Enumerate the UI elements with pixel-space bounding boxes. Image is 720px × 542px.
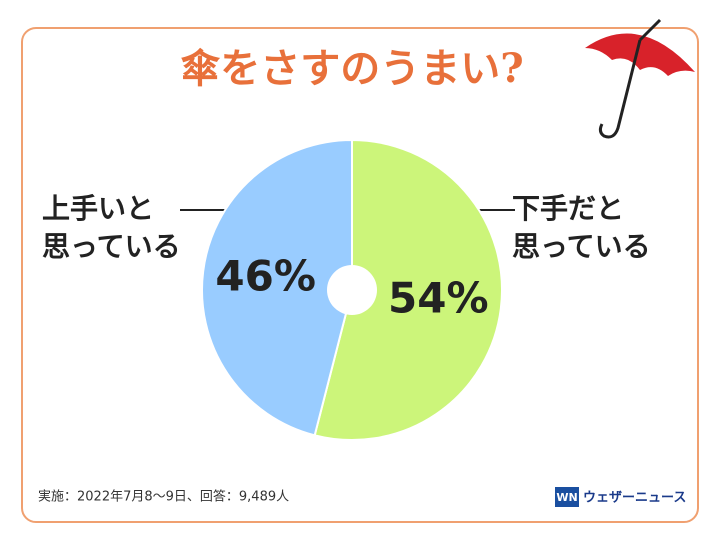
- value-label: 54%: [388, 273, 489, 322]
- pie-slice: [201, 138, 353, 437]
- category-label: 上手いと: [42, 192, 154, 225]
- pie-slice: [313, 138, 503, 441]
- survey-note: 実施：2022年7月8〜9日、回答：9,489人: [38, 489, 289, 505]
- logo-mark-bg: [555, 487, 579, 507]
- logo-text: ウェザーニュース: [583, 491, 686, 506]
- value-label: 46%: [215, 252, 316, 301]
- logo-mark: WN: [556, 491, 577, 504]
- category-label: 思っている: [42, 230, 181, 263]
- umbrella-icon: [585, 18, 695, 139]
- pie-hole: [327, 265, 377, 315]
- category-label: 下手だと: [512, 192, 624, 225]
- chart-title: 傘をさすのうまい?: [180, 45, 523, 92]
- category-label: 思っている: [512, 230, 651, 263]
